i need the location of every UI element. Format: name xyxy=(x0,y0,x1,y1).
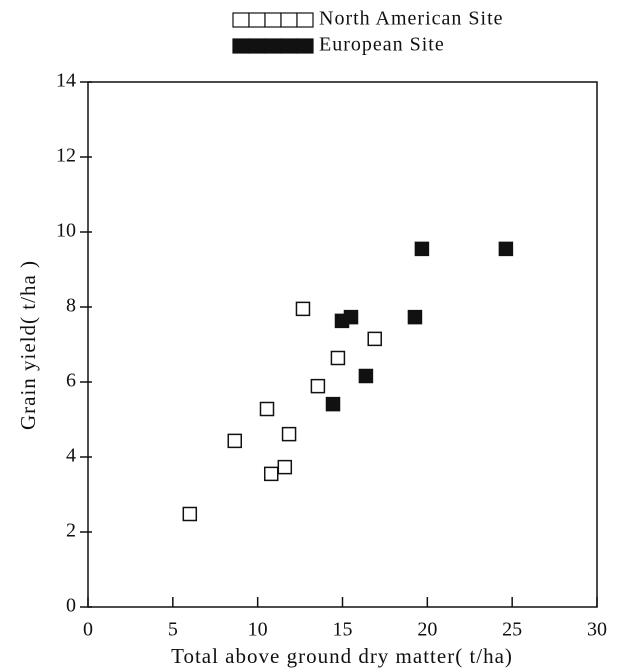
y-tick-label: 6 xyxy=(66,370,76,392)
point xyxy=(259,401,275,417)
point xyxy=(358,368,374,384)
legend-swatch xyxy=(280,38,298,54)
x-tick-label: 25 xyxy=(502,619,522,641)
y-tick-label: 0 xyxy=(66,595,76,617)
point xyxy=(281,426,297,442)
y-axis-label: Grain yield( t/ha ) xyxy=(16,260,40,430)
legend-swatch xyxy=(264,12,282,28)
point xyxy=(330,350,346,366)
point xyxy=(310,378,326,394)
legend-label: European Site xyxy=(319,34,445,56)
point xyxy=(295,301,311,317)
point xyxy=(407,309,423,325)
y-tick-label: 2 xyxy=(66,520,76,542)
point xyxy=(325,396,341,412)
y-tick-label: 4 xyxy=(66,445,76,467)
legend-swatch xyxy=(296,12,314,28)
point xyxy=(414,241,430,257)
point xyxy=(498,241,514,257)
x-tick-label: 30 xyxy=(587,619,607,641)
legend-swatch xyxy=(264,38,282,54)
y-tick-label: 10 xyxy=(56,220,76,242)
legend-swatch xyxy=(248,38,266,54)
x-axis-label: Total above ground dry matter( t/ha) xyxy=(171,644,513,668)
point xyxy=(227,433,243,449)
y-tick-label: 12 xyxy=(56,145,76,167)
point xyxy=(182,506,198,522)
legend-label: North American Site xyxy=(319,8,504,30)
point xyxy=(277,459,293,475)
y-tick-label: 8 xyxy=(66,295,76,317)
legend-swatch xyxy=(280,12,298,28)
x-tick-label: 0 xyxy=(83,619,93,641)
x-tick-label: 15 xyxy=(333,619,353,641)
plot-frame xyxy=(87,81,598,608)
legend-swatch xyxy=(248,12,266,28)
point xyxy=(367,331,382,347)
legend-swatch xyxy=(232,12,250,28)
x-tick-label: 10 xyxy=(248,619,268,641)
legend-swatch xyxy=(296,38,314,54)
point xyxy=(343,309,359,325)
x-tick-label: 20 xyxy=(417,619,437,641)
x-tick-label: 5 xyxy=(168,619,178,641)
y-tick-label: 14 xyxy=(56,70,76,92)
point xyxy=(263,466,279,482)
legend-swatch xyxy=(232,38,250,54)
